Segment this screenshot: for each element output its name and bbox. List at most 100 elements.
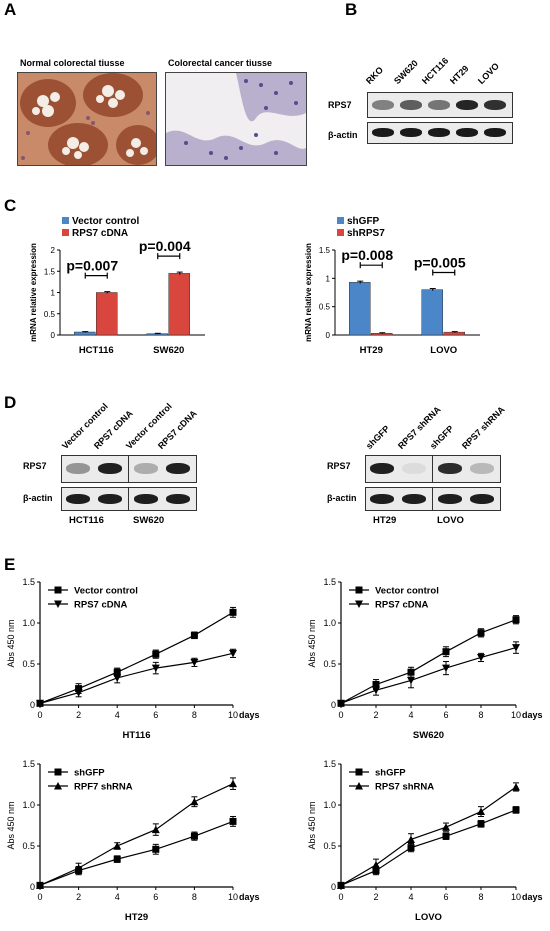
series-line xyxy=(340,619,517,704)
y-axis-label: mRNA relative expression xyxy=(304,243,313,342)
marker-triangle-up xyxy=(407,835,415,843)
x-tick-label: 2 xyxy=(76,892,81,902)
y-tick-label: 0.5 xyxy=(323,841,336,851)
y-tick-label: 1.5 xyxy=(22,759,35,769)
actin-band xyxy=(98,494,122,504)
x-tick-label: 4 xyxy=(115,710,120,720)
marker-square xyxy=(190,832,198,840)
legend-label: shGFP xyxy=(74,768,105,779)
marker-triangle-up xyxy=(512,782,520,791)
left-blot-rps7 xyxy=(61,455,197,483)
x-tick-label: 8 xyxy=(192,892,197,902)
marker-square xyxy=(372,681,380,688)
legend-label: Vector control xyxy=(72,216,139,227)
marker-triangle-up xyxy=(74,864,83,872)
series-line xyxy=(39,611,234,704)
rps7-band xyxy=(438,463,462,474)
rps7-band xyxy=(400,100,422,110)
y-tick-label: 1 xyxy=(326,274,331,283)
series-line xyxy=(39,783,234,886)
marker-triangle-down xyxy=(190,658,199,667)
y-tick-label: 1 xyxy=(51,289,56,298)
y-tick-label: 0 xyxy=(331,700,336,710)
marker-square xyxy=(113,855,121,863)
left-divider xyxy=(128,456,129,482)
lane-label-lovo: LOVO xyxy=(475,60,502,86)
x-tick-label: 4 xyxy=(115,892,120,902)
rps7-band xyxy=(166,463,190,474)
x-tick-label: 4 xyxy=(408,892,413,902)
marker-square xyxy=(54,586,62,594)
bar-chart-c-left: 0 0.5 1 1.5 2 mRNA relative expression HCT116 p… xyxy=(29,216,205,356)
x-unit-label: days xyxy=(239,710,260,720)
row-label-rps7: RPS7 xyxy=(328,100,352,110)
category-label: HCT116 xyxy=(79,345,114,356)
p-value: p=0.007 xyxy=(66,258,118,274)
actin-band xyxy=(428,128,450,137)
x-unit-label: days xyxy=(522,710,543,720)
y-tick-label: 0 xyxy=(30,700,35,710)
line-chart-e2: 0 0.5 1.0 1.5 0 2 4 6 8 10 days SW620 Abs 450 nm Vect… xyxy=(307,577,543,741)
actin-band xyxy=(484,128,506,137)
lane-label-ht29: HT29 xyxy=(447,63,471,86)
y-tick-label: 0.5 xyxy=(323,659,336,669)
marker-triangle-down xyxy=(113,674,122,682)
x-tick-label: 0 xyxy=(37,710,42,720)
legend-label: Vector control xyxy=(74,586,138,597)
cancer-tissue-image xyxy=(165,72,307,166)
right-lane-label: shGFP xyxy=(427,423,456,451)
left-divider xyxy=(128,488,129,510)
y-tick-label: 1.5 xyxy=(22,577,35,587)
marker-square xyxy=(229,817,237,825)
rps7-band xyxy=(456,100,478,110)
x-unit-label: days xyxy=(239,892,260,902)
marker-triangle-up xyxy=(229,779,237,788)
y-tick-label: 1.5 xyxy=(323,759,336,769)
y-tick-label: 1.0 xyxy=(22,800,35,810)
lane-label-rko: RKO xyxy=(363,64,386,86)
panel-letter-e: E xyxy=(4,555,16,574)
marker-square xyxy=(113,668,121,676)
x-axis-label: HT116 xyxy=(123,730,151,741)
x-unit-label: days xyxy=(522,892,543,902)
row-label-beta-actin: β-actin xyxy=(328,130,358,140)
actin-band xyxy=(402,494,426,504)
rps7-band xyxy=(370,463,394,474)
marker-triangle-up xyxy=(337,881,345,889)
bar-chart-c-right: 0 0.5 1 1.5 mRNA relative expression HT29 p=0.… xyxy=(304,216,480,356)
x-tick-label: 0 xyxy=(37,892,42,902)
marker-triangle-down xyxy=(477,653,485,662)
legend-swatch xyxy=(62,217,69,224)
series-line xyxy=(39,820,234,886)
y-tick-label: 0.5 xyxy=(22,841,35,851)
actin-band xyxy=(134,494,158,504)
marker-triangle-down xyxy=(407,676,415,685)
y-tick-label: 0.5 xyxy=(44,310,56,319)
cancer-tissue-label: Colorectal cancer tiusse xyxy=(168,58,273,68)
blot-actin-row xyxy=(367,122,513,144)
y-axis-label: Abs 450 nm xyxy=(307,619,317,667)
series-line xyxy=(340,647,517,704)
lane-label-sw620: SW620 xyxy=(391,58,420,86)
right-blot-rps7 xyxy=(365,455,501,483)
marker-square xyxy=(407,844,415,852)
actin-band xyxy=(400,128,422,137)
legend-label: shRPS7 xyxy=(347,228,385,239)
p-value: p=0.005 xyxy=(414,255,466,271)
legend-swatch xyxy=(62,229,69,236)
y-tick-label: 0 xyxy=(51,331,56,340)
lane-label-hct116: HCT116 xyxy=(419,55,451,86)
category-label: SW620 xyxy=(153,345,184,356)
legend-swatch xyxy=(337,217,344,224)
y-tick-label: 0 xyxy=(30,882,35,892)
marker-triangle-up xyxy=(113,842,122,850)
marker-square xyxy=(407,668,415,676)
y-axis-label: Abs 450 nm xyxy=(307,801,317,849)
x-tick-label: 2 xyxy=(373,710,378,720)
rps7-band xyxy=(484,100,506,110)
right-row-label-beta-actin: β-actin xyxy=(327,493,357,503)
right-divider xyxy=(432,488,433,510)
x-tick-label: 10 xyxy=(511,710,521,720)
marker-triangle-down xyxy=(54,600,62,608)
x-axis-label: LOVO xyxy=(415,912,442,923)
